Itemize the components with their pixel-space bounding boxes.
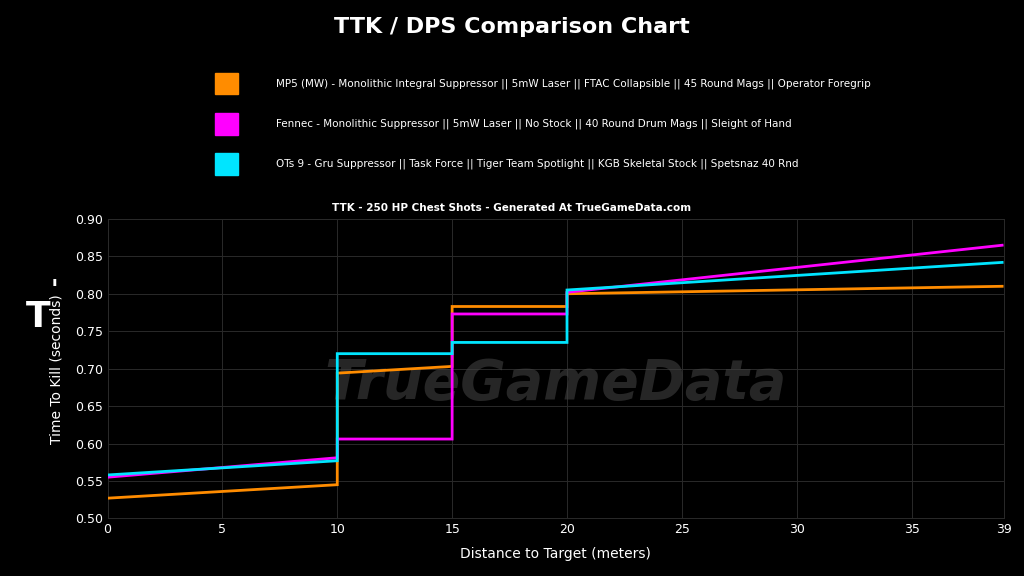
Y-axis label: Time To Kill (seconds): Time To Kill (seconds) — [49, 294, 63, 444]
Text: Fennec - Monolithic Suppressor || 5mW Laser || No Stock || 40 Round Drum Mags ||: Fennec - Monolithic Suppressor || 5mW La… — [276, 119, 793, 129]
X-axis label: Distance to Target (meters): Distance to Target (meters) — [460, 547, 651, 562]
Text: MP5 (MW) - Monolithic Integral Suppressor || 5mW Laser || FTAC Collapsible || 45: MP5 (MW) - Monolithic Integral Suppresso… — [276, 78, 871, 89]
Text: TTK / DPS Comparison Chart: TTK / DPS Comparison Chart — [334, 17, 690, 37]
Text: OTs 9 - Gru Suppressor || Task Force || Tiger Team Spotlight || KGB Skeletal Sto: OTs 9 - Gru Suppressor || Task Force || … — [276, 159, 799, 169]
Text: TTK - 250 HP Chest Shots - Generated At TrueGameData.com: TTK - 250 HP Chest Shots - Generated At … — [333, 203, 691, 213]
Text: TrueGameData: TrueGameData — [325, 357, 786, 411]
Text: ': ' — [50, 278, 58, 302]
Text: T: T — [26, 300, 50, 334]
